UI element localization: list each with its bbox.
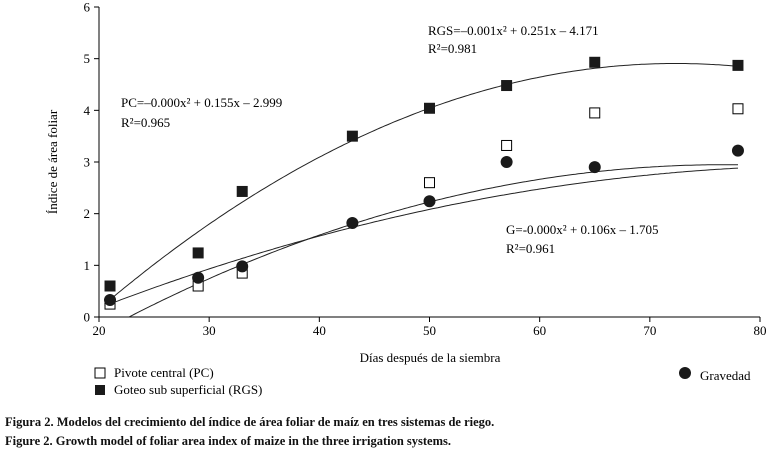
pc-point: [732, 103, 744, 115]
g-fit-curve: [104, 167, 739, 307]
chart: 20 30 40 50 60 70 80 0 1 2 3 4 5 6 Días después de l…: [45, 0, 767, 397]
pc-r2: R²=0.965: [121, 115, 170, 130]
legend: Pivote central (PC) Goteo sub superficia…: [94, 365, 751, 397]
g-point: [236, 260, 249, 273]
x-tick-label: 60: [533, 323, 546, 338]
legend-g-label: Gravedad: [700, 368, 751, 383]
y-tick-label: 0: [84, 310, 91, 325]
y-axis-label: Índice de área foliar: [45, 109, 60, 214]
x-tick-label: 80: [754, 323, 767, 338]
g-point: [588, 161, 601, 174]
y-tick-label: 1: [84, 258, 91, 273]
rgs-point: [236, 185, 248, 197]
legend-rgs-marker: [95, 385, 105, 395]
rgs-r2: R²=0.981: [428, 41, 477, 56]
x-tick-label: 40: [313, 323, 326, 338]
g-point: [104, 293, 117, 306]
x-axis-ticks: 20 30 40 50 60 70 80: [93, 317, 767, 338]
pc-point: [424, 177, 435, 189]
g-point: [500, 156, 513, 168]
x-tick-label: 20: [93, 323, 106, 338]
rgs-point: [104, 280, 116, 292]
x-axis-label: Días después de la siembra: [360, 350, 501, 365]
data-points: [104, 56, 744, 310]
legend-rgs-label: Goteo sub superficial (RGS): [114, 382, 262, 397]
legend-g-marker: [679, 367, 691, 379]
y-tick-label: 6: [84, 0, 91, 15]
rgs-point: [346, 130, 358, 142]
x-tick-label: 70: [643, 323, 656, 338]
rgs-point: [501, 80, 513, 92]
g-point: [346, 216, 359, 229]
rgs-fit-curve: [104, 63, 739, 305]
y-tick-label: 5: [84, 51, 91, 66]
g-point: [192, 271, 205, 284]
y-axis-ticks: 0 1 2 3 4 5 6: [84, 0, 99, 325]
rgs-point: [192, 247, 204, 259]
rgs-point: [732, 59, 744, 71]
y-tick-label: 3: [84, 155, 91, 170]
rgs-point: [589, 56, 601, 68]
g-r2: R²=0.961: [506, 241, 555, 256]
pc-point: [501, 139, 513, 151]
g-equation: G=-0.000x² + 0.106x – 1.705: [506, 222, 659, 237]
y-tick-label: 2: [84, 206, 91, 221]
caption-spanish: Figura 2. Modelos del crecimiento del ín…: [5, 415, 495, 429]
y-tick-label: 4: [84, 103, 91, 118]
pc-equation: PC=–0.000x² + 0.155x – 2.999: [121, 95, 282, 110]
legend-pc-label: Pivote central (PC): [114, 365, 214, 380]
g-point: [423, 195, 436, 208]
caption-english: Figure 2. Growth model of foliar area in…: [5, 434, 452, 448]
legend-pc-marker: [94, 367, 106, 379]
rgs-point: [424, 102, 435, 114]
x-tick-label: 30: [203, 323, 216, 338]
g-point: [731, 144, 744, 157]
x-tick-label: 50: [423, 323, 436, 338]
pc-point: [589, 107, 601, 119]
rgs-equation: RGS=–0.001x² + 0.251x – 4.171: [428, 23, 599, 38]
